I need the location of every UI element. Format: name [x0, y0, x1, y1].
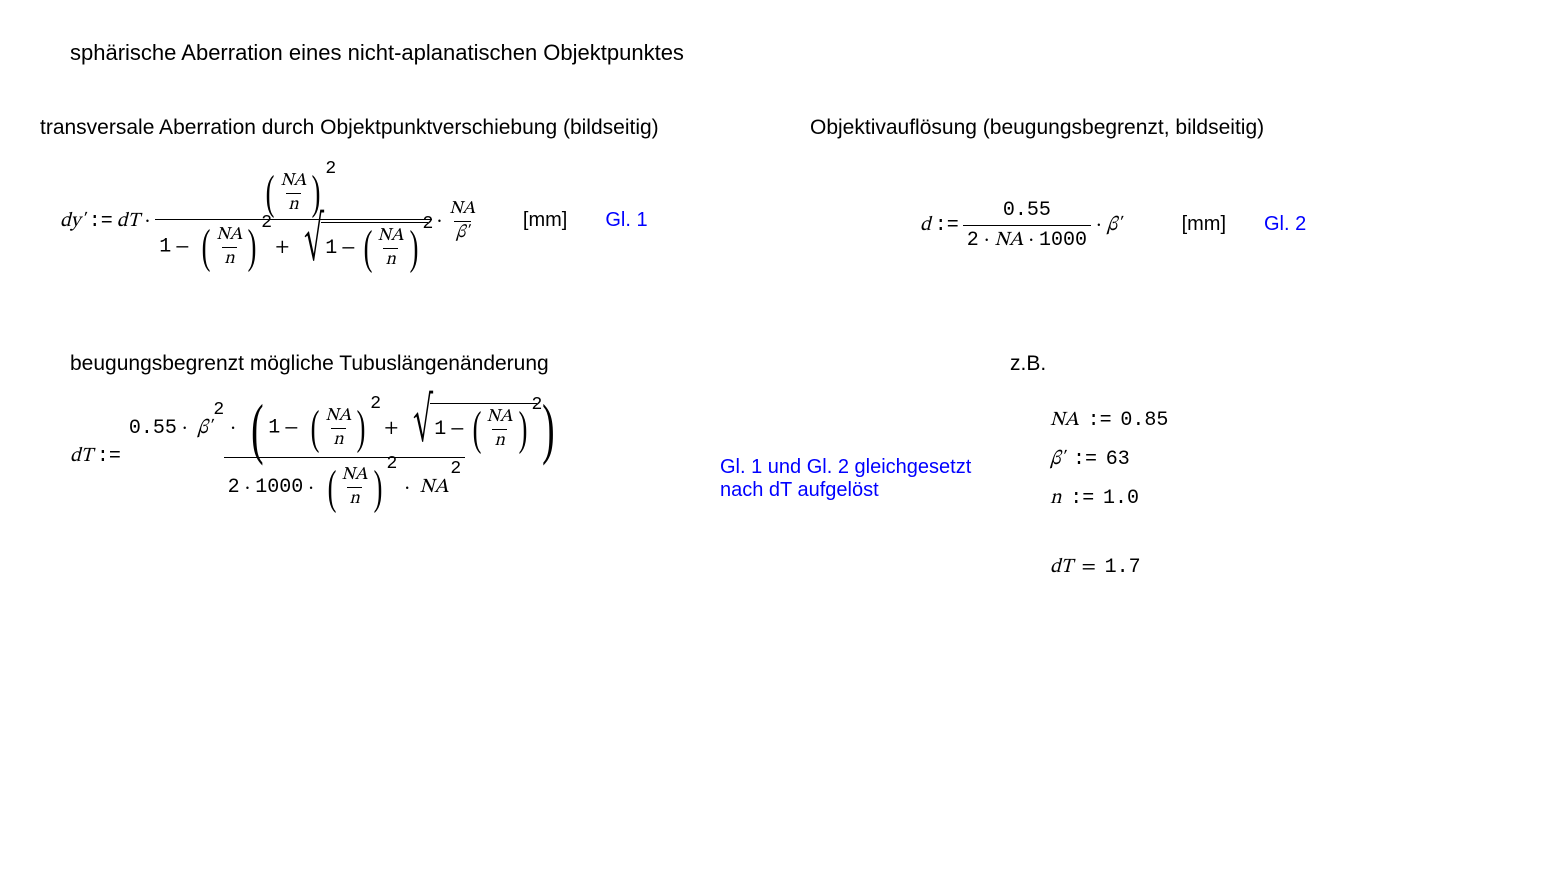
sec2-title: Objektivauflösung (beugungsbegrenzt, bil… [810, 116, 1264, 140]
eq3-lhs: dT [70, 444, 93, 469]
examples-title: z.B. [1010, 352, 1046, 376]
equation-1: dy' := dT · NAn 2 1− NAn 2 + [60, 170, 477, 272]
eq1-unit: [mm] [523, 209, 567, 232]
eq2-unit: [mm] [1182, 213, 1226, 236]
eq1-label: Gl. 1 [605, 209, 647, 232]
sec3-title: beugungsbegrenzt mögliche Tubuslängenänd… [70, 352, 1010, 376]
equation-3: dT := 0.55· β'2 · 1− NAn 2 + [70, 401, 563, 511]
sec1-title: transversale Aberration durch Objektpunk… [40, 116, 750, 140]
eq3-main-fraction: 0.55· β'2 · 1− NAn 2 + √ [125, 401, 563, 511]
eq1-na-over-beta: NA β' [447, 198, 477, 245]
eq2-label: Gl. 2 [1264, 213, 1306, 236]
eq3-note: Gl. 1 und Gl. 2 gleichgesetzt nach dT au… [720, 456, 1030, 502]
page-title: sphärische Aberration eines nicht-aplana… [70, 40, 1528, 66]
eq1-lhs: dy' [60, 209, 85, 234]
equation-2: d := 0.55 2·NA·1000 · β' [920, 198, 1121, 253]
eq2-lhs: d [920, 213, 931, 238]
eq1-main-fraction: NAn 2 1− NAn 2 + √ 1− [155, 170, 431, 272]
assign-op: := [85, 210, 117, 233]
eq1-dT: dT [117, 209, 140, 234]
examples-block: NA := 0.85 β' := 63 n := 1.0 dT = 1.7 [1050, 401, 1168, 587]
